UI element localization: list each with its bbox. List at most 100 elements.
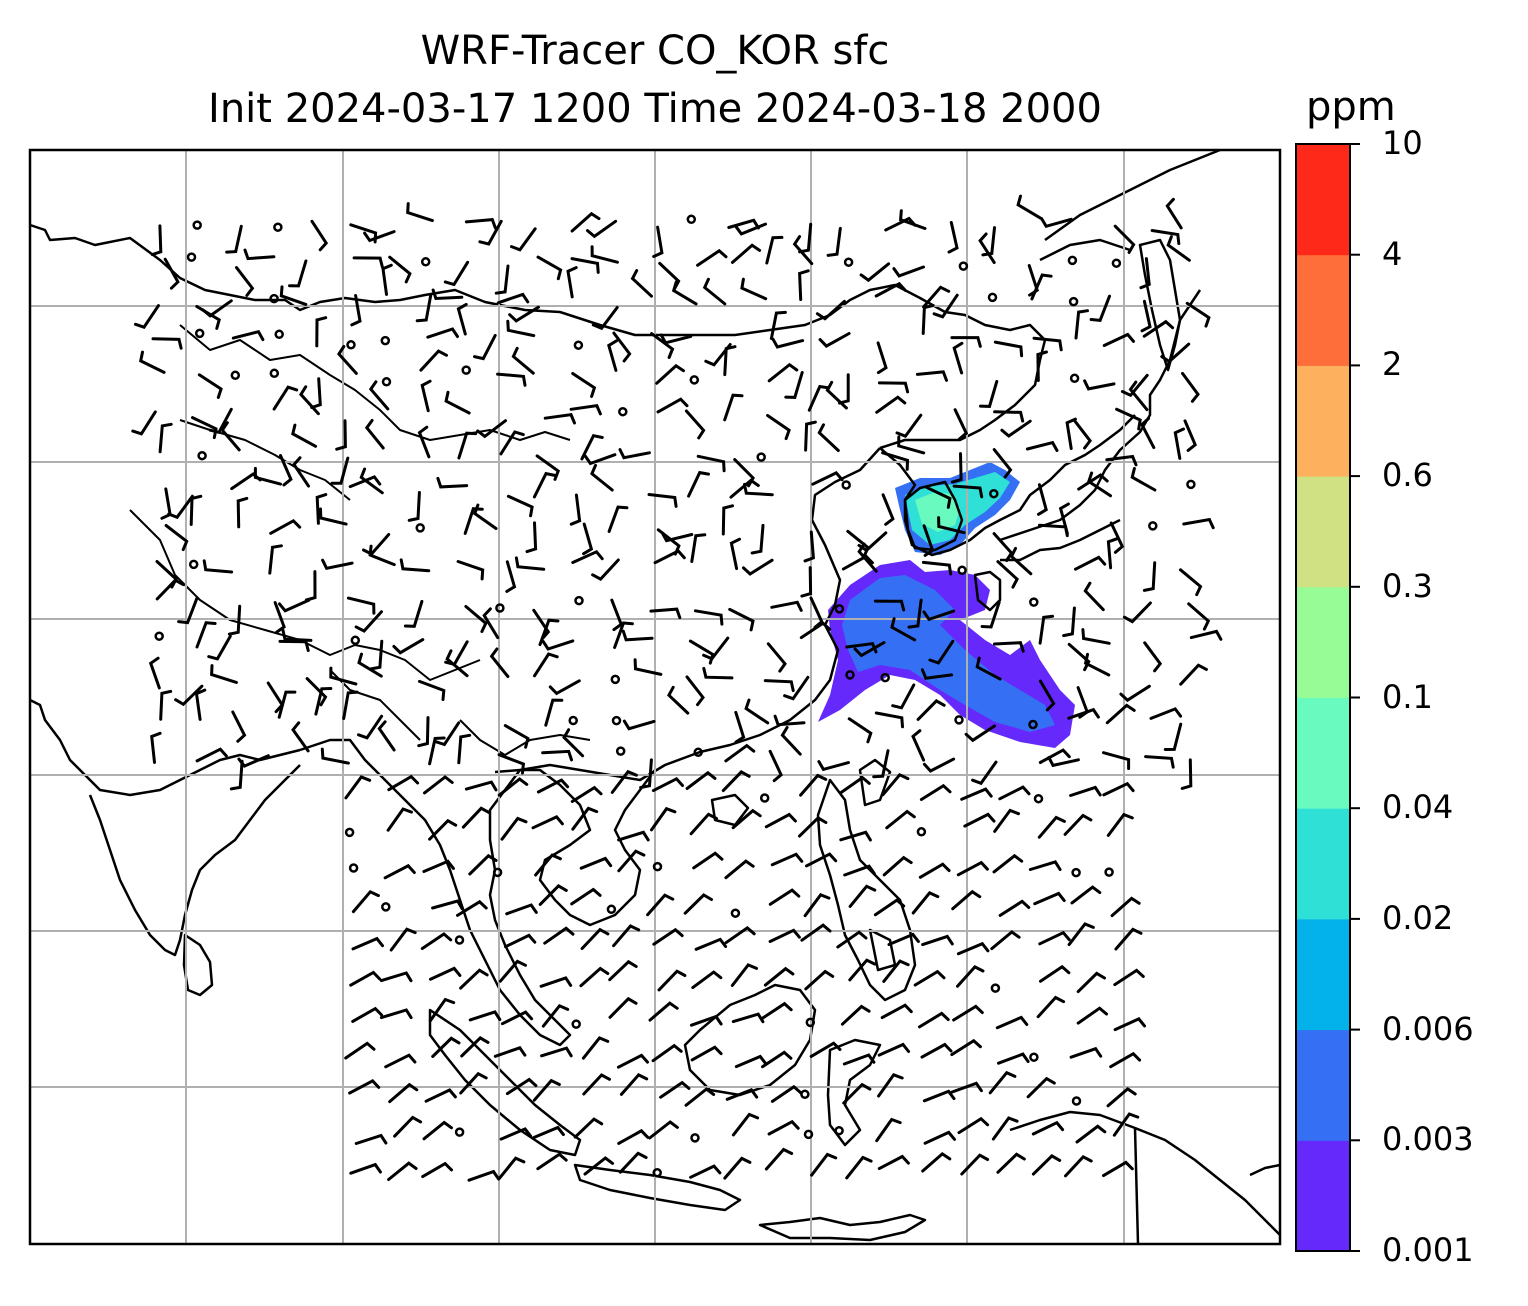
wind-barb — [1064, 1154, 1093, 1178]
wind-calm-circle — [381, 902, 391, 912]
wind-barb — [696, 248, 728, 267]
wind-barb — [953, 408, 969, 441]
wind-barb — [444, 390, 471, 415]
wind-barb — [630, 269, 653, 298]
wind-barb — [690, 1014, 723, 1027]
wind-barb — [836, 930, 868, 949]
wind-barb — [272, 385, 299, 411]
wind-barb — [538, 618, 560, 647]
wind-barb — [525, 521, 538, 554]
wind-barb — [667, 685, 690, 715]
wind-barb — [497, 1156, 526, 1180]
wind-barb — [841, 554, 874, 571]
wind-barb — [612, 331, 632, 363]
wind-barb — [229, 759, 244, 791]
wind-barb — [798, 816, 828, 838]
wind-barb — [607, 339, 618, 372]
wind-barb — [633, 658, 663, 676]
wind-barb — [476, 419, 507, 439]
wind-barb — [464, 780, 498, 792]
wind-calm-circle — [803, 1129, 814, 1140]
wind-barb — [1032, 336, 1063, 352]
wind-barb — [420, 932, 453, 950]
wind-barb — [1113, 224, 1136, 254]
wind-barb — [393, 1115, 423, 1138]
wind-barb — [399, 558, 431, 573]
wind-calm-circle — [800, 1089, 810, 1100]
wind-barb — [1033, 891, 1066, 906]
wind-barb — [538, 884, 568, 906]
wind-calm-circle — [1148, 521, 1158, 531]
wind-barb — [992, 853, 1024, 874]
wind-barb — [660, 531, 694, 543]
wind-barb — [993, 808, 1020, 833]
wind-barb — [990, 930, 1021, 951]
wind-barb — [177, 596, 199, 625]
wind-barb — [907, 598, 923, 629]
wind-barb — [590, 245, 619, 264]
wind-barb — [659, 1080, 691, 1099]
wind-barb — [194, 688, 207, 721]
wind-barb — [243, 248, 276, 261]
wind-barb — [478, 219, 503, 246]
wind-barb — [315, 316, 328, 348]
wind-barb — [562, 728, 585, 758]
wind-barb — [877, 1042, 911, 1057]
wind-barb — [195, 621, 217, 649]
wind-barb — [349, 1162, 382, 1175]
wind-barb — [815, 299, 846, 321]
wind-barb — [498, 959, 527, 983]
wind-calm-circle — [606, 904, 617, 915]
wind-barb — [847, 717, 873, 744]
wind-barb — [420, 379, 432, 413]
wind-barb — [148, 656, 161, 690]
colorbar-unit: ppm — [1306, 84, 1396, 130]
wind-barb — [570, 257, 600, 274]
wind-barb — [876, 341, 888, 375]
wind-barb — [899, 209, 927, 230]
wind-barb — [279, 285, 308, 306]
wind-barb — [770, 852, 804, 867]
wind-calm-circle — [568, 715, 578, 726]
wind-barb — [928, 639, 955, 665]
wind-barb — [1183, 419, 1198, 452]
wind-barb — [648, 1120, 679, 1140]
wind-barb — [1087, 471, 1112, 498]
wind-barb — [1058, 502, 1070, 536]
wind-calm-circle — [841, 480, 851, 490]
wind-barb — [506, 494, 534, 518]
wind-barb — [767, 362, 799, 383]
wind-barb — [770, 1084, 803, 1103]
wind-barb — [650, 332, 675, 359]
wind-barb — [1140, 299, 1152, 333]
wind-barb — [618, 1151, 648, 1174]
wind-barb — [505, 1077, 538, 1096]
wind-barb — [457, 733, 472, 765]
plume-mid — [842, 575, 1055, 732]
wind-barb — [1163, 722, 1183, 751]
wind-barb — [570, 785, 603, 803]
wind-barb — [744, 698, 770, 725]
wind-barb — [887, 932, 920, 946]
wind-calm-circle — [1071, 867, 1081, 878]
wind-barb — [384, 1053, 417, 1069]
wind-barb — [723, 345, 737, 377]
wind-barb — [237, 754, 270, 768]
wind-barb — [197, 373, 223, 399]
wind-barb — [541, 639, 575, 651]
wind-barb — [392, 638, 425, 655]
wind-barb — [508, 305, 540, 323]
wind-calm-circle — [1067, 255, 1078, 266]
wind-barb — [922, 1089, 956, 1103]
wind-barb — [1119, 684, 1151, 703]
colorbar-segment — [1296, 586, 1350, 698]
wind-barb — [1182, 517, 1215, 530]
wind-barb — [1075, 1124, 1107, 1144]
wind-barb — [1173, 427, 1185, 460]
wind-barb — [1142, 319, 1175, 338]
wind-barb — [804, 420, 817, 452]
wind-barb — [996, 560, 1019, 589]
wind-barb — [1113, 1017, 1146, 1032]
wind-barb — [348, 1079, 381, 1095]
wind-barb — [734, 222, 767, 236]
